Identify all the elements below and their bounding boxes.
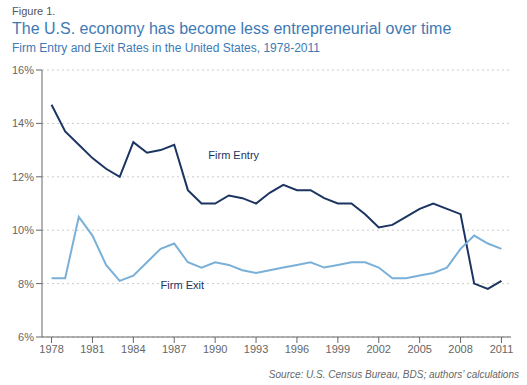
svg-text:16%: 16% [12, 64, 34, 76]
svg-text:1990: 1990 [203, 343, 227, 355]
svg-text:14%: 14% [12, 117, 34, 129]
svg-text:1984: 1984 [121, 343, 145, 355]
svg-text:2008: 2008 [448, 343, 472, 355]
svg-text:2002: 2002 [367, 343, 391, 355]
html-text:Figure 1.: Figure 1. [12, 5, 56, 17]
html-text:Source: U.S. Census Bureau, BD: Source: U.S. Census Bureau, BDS; authors… [268, 369, 519, 380]
html-text:Firm Entry and Exit Rates in t: Firm Entry and Exit Rates in the United … [12, 41, 320, 55]
svg-text:Firm Entry: Firm Entry [208, 149, 259, 161]
svg-text:1996: 1996 [285, 343, 309, 355]
svg-text:1981: 1981 [80, 343, 104, 355]
svg-text:12%: 12% [12, 171, 34, 183]
svg-text:2005: 2005 [407, 343, 431, 355]
svg-text:2011: 2011 [490, 343, 514, 355]
svg-text:1999: 1999 [326, 343, 350, 355]
html-text:The U.S. economy has become le: The U.S. economy has become less entrepr… [12, 20, 452, 37]
svg-text:1987: 1987 [162, 343, 186, 355]
svg-text:10%: 10% [12, 224, 34, 236]
svg-text:6%: 6% [18, 331, 34, 343]
svg-text:1993: 1993 [244, 343, 268, 355]
svg-text:8%: 8% [18, 278, 34, 290]
svg-text:1978: 1978 [39, 343, 63, 355]
svg-text:Firm Exit: Firm Exit [161, 279, 204, 291]
